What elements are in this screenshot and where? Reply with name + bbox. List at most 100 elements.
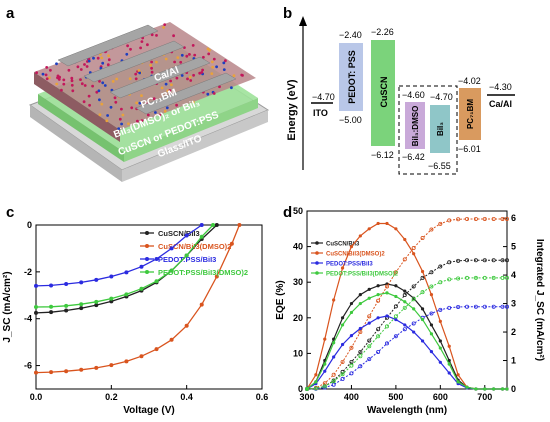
jsc-data-point [358, 354, 363, 359]
molecule-dot [188, 53, 191, 56]
molecule-dot [120, 107, 123, 111]
molecule-dot [241, 74, 244, 77]
jsc-data-point [464, 275, 469, 280]
molecule-dot [130, 106, 134, 110]
eqe-data-point [403, 300, 407, 304]
jv-data-point [124, 270, 129, 275]
jsc-data-point [438, 264, 443, 269]
bii3-name: BiI₃ [436, 122, 445, 136]
jsc-data-point [482, 304, 487, 309]
molecule-dot [101, 61, 105, 65]
eqe-data-point [367, 296, 371, 300]
molecule-dot [198, 71, 202, 75]
jv-data-point [139, 286, 144, 291]
legend-marker [315, 251, 319, 255]
x-axis-label: Voltage (V) [123, 405, 174, 416]
molecule-dot [164, 57, 168, 61]
molecule-dot [160, 86, 164, 90]
x-tick-label: 500 [388, 392, 403, 402]
jsc-data-point [456, 304, 461, 309]
eqe-data-point [332, 341, 336, 345]
eqe-data-point [447, 362, 451, 366]
jv-data-point [64, 303, 69, 308]
molecule-dot [211, 60, 214, 64]
molecule-dot [105, 119, 109, 123]
eqe-data-point [349, 301, 354, 306]
molecule-dot [113, 96, 117, 100]
jv-data-point [109, 363, 114, 368]
jsc-data-point [500, 258, 505, 263]
molecule-dot [138, 71, 142, 75]
x-tick-label: 600 [433, 392, 448, 402]
y-tick-label: 10 [293, 348, 303, 358]
molecule-dot [55, 82, 59, 86]
molecule-dot [117, 127, 121, 130]
molecule-dot [129, 47, 132, 51]
molecule-dot [55, 62, 58, 66]
jsc-data-point [504, 216, 509, 221]
legend-label: CuSCN/BiI3 [158, 229, 200, 238]
jv-data-point [184, 233, 189, 238]
jsc-data-point [376, 334, 381, 339]
jv-data-point [109, 299, 114, 304]
eqe-data-point [367, 227, 371, 231]
legend-marker [315, 241, 319, 245]
eqe-data-point [358, 234, 362, 238]
jv-data-point [154, 347, 159, 352]
molecule-dot [193, 53, 197, 57]
jsc-data-point [420, 290, 425, 295]
jsc-data-point [504, 258, 509, 263]
jsc-data-point [491, 275, 496, 280]
molecule-dot [101, 81, 105, 85]
jv-data-point [199, 223, 204, 227]
electrode-stripe-2 [83, 40, 185, 83]
jsc-data-point [358, 349, 363, 354]
molecule-dot [140, 119, 144, 122]
eqe-data-point [412, 330, 416, 334]
jv-data-point [64, 282, 69, 287]
cuscn-band [371, 40, 395, 146]
y2-tick-label: 5 [511, 242, 516, 252]
jsc-data-point [473, 304, 478, 309]
eqe-data-point [367, 287, 371, 291]
molecule-dot [97, 89, 101, 93]
y-axis-label: J_SC (mA/cm²) [2, 271, 13, 342]
eqe-data-point [340, 266, 345, 270]
molecule-dot [154, 111, 157, 114]
eqe-data-point [394, 284, 398, 288]
y2-tick-label: 6 [511, 213, 516, 223]
eqe-data-point [385, 291, 389, 295]
x-tick-label: 0.0 [30, 392, 43, 402]
jv-data-point [237, 223, 242, 227]
molecule-dot [186, 77, 189, 81]
molecule-dot [83, 84, 87, 87]
molecule-dot [114, 100, 118, 104]
molecule-dot [150, 60, 154, 64]
eqe-data-point [412, 252, 416, 256]
bii3-top-value: −4.70 [430, 92, 453, 102]
eqe-data-point [314, 373, 318, 377]
eqe-data-point [420, 339, 425, 343]
jsc-data-point [402, 293, 407, 298]
legend-label: PEDOT:PSS/BiI3 [158, 255, 216, 264]
molecule-dot [98, 113, 102, 117]
eqe-data-point [429, 350, 434, 354]
panel-d-label: d [283, 204, 292, 221]
jsc-data-point [473, 216, 478, 221]
molecule-dot [224, 59, 227, 63]
molecule-dot [35, 71, 38, 75]
molecule-dot [134, 72, 138, 76]
jsc-data-point [402, 305, 407, 310]
jv-data-point [169, 246, 174, 251]
absorber-dashed-box [398, 85, 458, 175]
jsc-data-point [349, 359, 354, 364]
pcbm-name: PC₇₁BM [466, 99, 475, 129]
molecule-dot [146, 113, 150, 117]
eqe-data-point [340, 323, 345, 327]
jsc-data-point [313, 386, 318, 391]
eqe-data-point [500, 387, 505, 391]
molecule-dot [163, 109, 167, 113]
eqe-data-point [505, 387, 509, 391]
legend-label: CuSCN/BiI3(DMSO)2 [326, 252, 385, 258]
jv-data-point [184, 323, 189, 328]
